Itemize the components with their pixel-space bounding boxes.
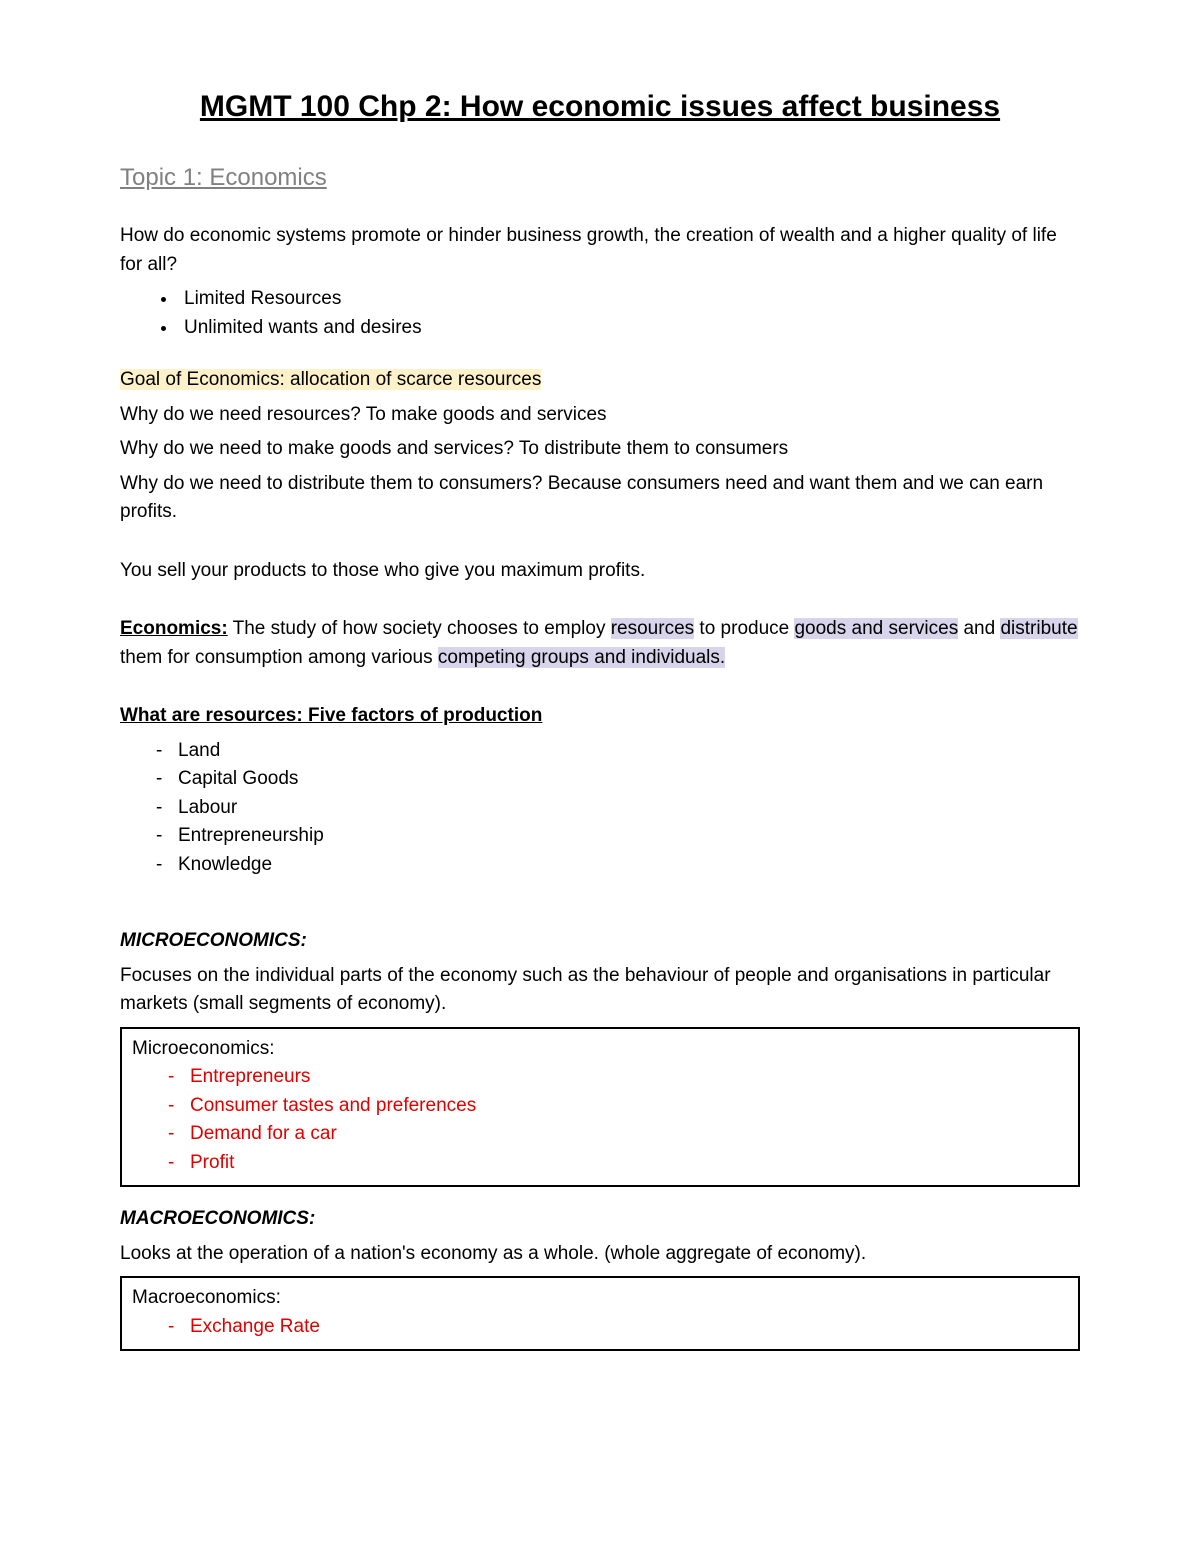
micro-description: Focuses on the individual parts of the e… [120, 962, 1080, 1019]
macro-heading: MACROECONOMICS: [120, 1205, 1080, 1234]
list-item: Consumer tastes and preferences [190, 1092, 1068, 1121]
highlight-purple: goods and services [794, 618, 958, 639]
document-page: MGMT 100 Chp 2: How economic issues affe… [0, 0, 1200, 1553]
highlight-purple: resources [611, 618, 694, 639]
list-item: Capital Goods [178, 765, 1080, 794]
economics-label: Economics: [120, 618, 228, 639]
intro-question: How do economic systems promote or hinde… [120, 222, 1080, 279]
list-item: Land [178, 737, 1080, 766]
macro-box-title: Macroeconomics: [132, 1284, 1068, 1313]
macro-box: Macroeconomics: Exchange Rate [120, 1276, 1080, 1351]
micro-box: Microeconomics: Entrepreneurs Consumer t… [120, 1027, 1080, 1188]
topic-heading: Topic 1: Economics [120, 164, 1080, 192]
why-line-2: Why do we need to make goods and service… [120, 435, 1080, 464]
intro-bullet-list: Limited Resources Unlimited wants and de… [120, 285, 1080, 342]
highlight-purple: competing groups and individuals. [438, 647, 725, 668]
page-title: MGMT 100 Chp 2: How economic issues affe… [120, 90, 1080, 124]
macro-box-list: Exchange Rate [132, 1313, 1068, 1342]
list-item: Entrepreneurship [178, 822, 1080, 851]
highlight-purple: distribute [1000, 618, 1077, 639]
sell-line: You sell your products to those who give… [120, 557, 1080, 586]
micro-heading: MICROECONOMICS: [120, 927, 1080, 956]
list-item: Knowledge [178, 851, 1080, 880]
list-item: Labour [178, 794, 1080, 823]
list-item: Demand for a car [190, 1120, 1068, 1149]
econ-text: The study of how society chooses to empl… [228, 618, 611, 639]
resources-list: Land Capital Goods Labour Entrepreneursh… [120, 737, 1080, 880]
goal-line: Goal of Economics: allocation of scarce … [120, 366, 1080, 395]
list-item: Profit [190, 1149, 1068, 1178]
highlight-yellow: Goal of Economics: allocation of scarce … [120, 369, 541, 390]
list-item: Limited Resources [178, 285, 1080, 314]
why-line-3: Why do we need to distribute them to con… [120, 470, 1080, 527]
list-item: Entrepreneurs [190, 1063, 1068, 1092]
micro-box-list: Entrepreneurs Consumer tastes and prefer… [132, 1063, 1068, 1177]
why-line-1: Why do we need resources? To make goods … [120, 401, 1080, 430]
econ-text: to produce [694, 618, 794, 639]
econ-text: and [958, 618, 1000, 639]
resources-heading: What are resources: Five factors of prod… [120, 702, 1080, 731]
micro-box-title: Microeconomics: [132, 1035, 1068, 1064]
list-item: Exchange Rate [190, 1313, 1068, 1342]
macro-description: Looks at the operation of a nation's eco… [120, 1240, 1080, 1269]
econ-text: them for consumption among various [120, 647, 438, 668]
list-item: Unlimited wants and desires [178, 314, 1080, 343]
economics-definition: Economics: The study of how society choo… [120, 615, 1080, 672]
